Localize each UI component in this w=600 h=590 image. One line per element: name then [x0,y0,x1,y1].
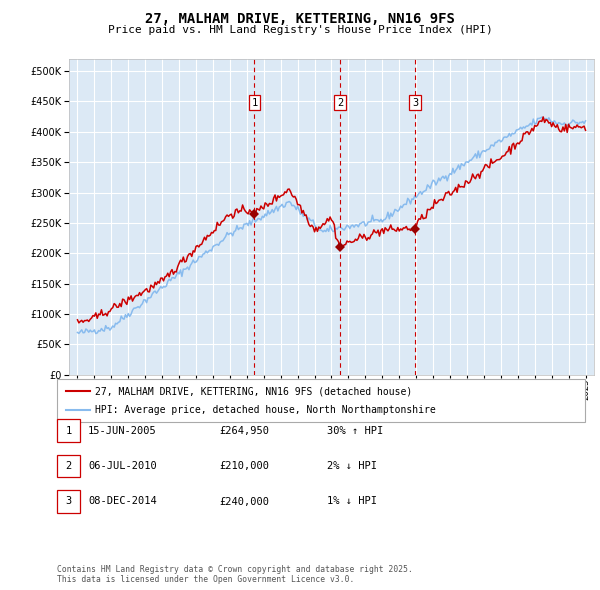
Text: 15-JUN-2005: 15-JUN-2005 [88,426,157,435]
Text: 1: 1 [251,98,257,108]
Text: 30% ↑ HPI: 30% ↑ HPI [327,426,383,435]
Text: 1% ↓ HPI: 1% ↓ HPI [327,497,377,506]
Text: 27, MALHAM DRIVE, KETTERING, NN16 9FS: 27, MALHAM DRIVE, KETTERING, NN16 9FS [145,12,455,26]
Text: 2: 2 [337,98,343,108]
Text: 3: 3 [412,98,418,108]
Text: HPI: Average price, detached house, North Northamptonshire: HPI: Average price, detached house, Nort… [95,405,436,415]
Text: £210,000: £210,000 [219,461,269,471]
Text: 2% ↓ HPI: 2% ↓ HPI [327,461,377,471]
Text: Contains HM Land Registry data © Crown copyright and database right 2025.
This d: Contains HM Land Registry data © Crown c… [57,565,413,584]
Text: £240,000: £240,000 [219,497,269,506]
Text: Price paid vs. HM Land Registry's House Price Index (HPI): Price paid vs. HM Land Registry's House … [107,25,493,35]
Text: 27, MALHAM DRIVE, KETTERING, NN16 9FS (detached house): 27, MALHAM DRIVE, KETTERING, NN16 9FS (d… [95,386,412,396]
Text: 1: 1 [65,426,71,435]
Text: 3: 3 [65,497,71,506]
Text: 06-JUL-2010: 06-JUL-2010 [88,461,157,471]
Text: £264,950: £264,950 [219,426,269,435]
Text: 2: 2 [65,461,71,471]
Text: 08-DEC-2014: 08-DEC-2014 [88,497,157,506]
